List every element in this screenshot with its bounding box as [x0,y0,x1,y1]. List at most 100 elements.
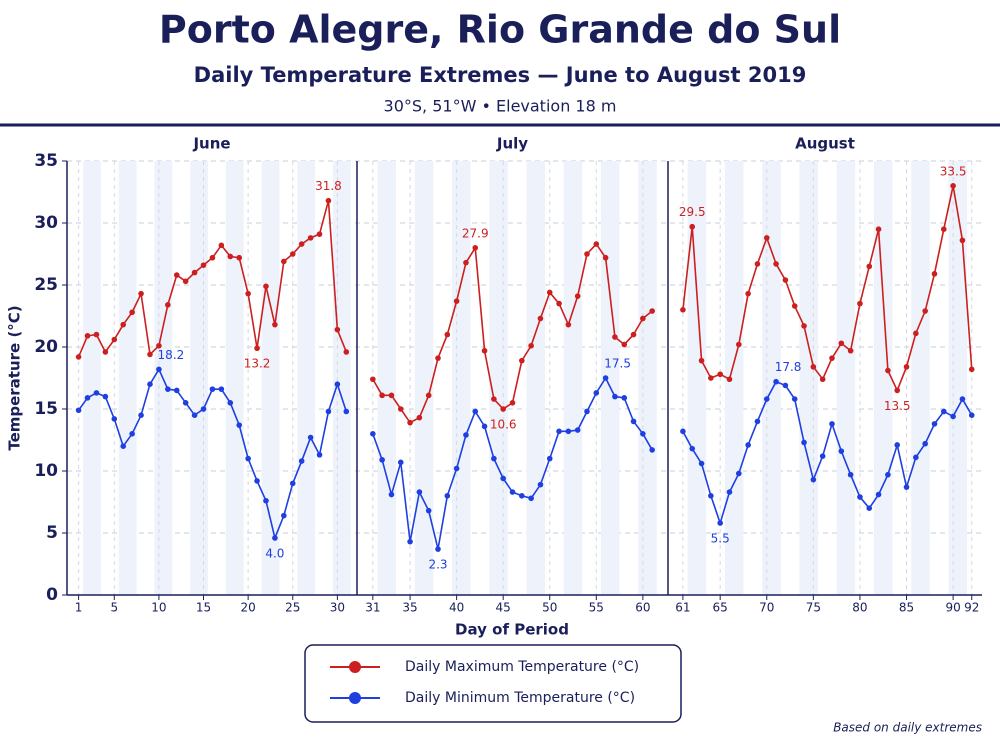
data-point [191,412,198,419]
data-point [857,300,863,307]
data-point [640,315,646,322]
data-point [388,491,395,498]
data-point [931,271,938,277]
x-tick-label: 80 [852,601,867,615]
data-point [717,520,723,526]
data-point [829,355,835,361]
x-tick-label: 92 [964,601,979,615]
data-point [950,413,956,420]
data-point [630,331,637,338]
data-point [819,453,826,459]
data-point [847,347,854,354]
data-point [165,386,171,392]
data-point [866,505,873,512]
data-point [556,428,562,435]
data-point [519,357,525,364]
data-point [500,406,506,412]
data-point [111,416,118,422]
data-point [388,392,395,399]
y-tick-label: 25 [34,275,58,295]
annotation: 29.5 [679,205,706,219]
x-tick-label: 5 [110,601,118,615]
data-point [200,262,207,268]
data-point [649,447,655,453]
data-point [885,367,891,374]
annotation: 10.6 [490,418,517,432]
data-point [281,258,287,265]
data-point [875,226,882,232]
background-stripe [724,161,744,595]
x-tick-label: 30 [330,601,345,615]
x-tick-label: 45 [496,601,511,615]
data-point [416,414,423,421]
data-point [379,457,385,463]
y-tick-label: 35 [34,151,58,171]
data-point [763,235,770,241]
data-point [649,308,655,314]
data-point [129,431,135,437]
x-tick-label: 90 [945,601,960,615]
panel-title: July [496,135,528,153]
data-point [866,263,873,270]
data-point [481,347,488,354]
data-point [745,290,751,297]
data-point [200,406,207,412]
data-point [621,395,628,401]
data-point [537,315,544,322]
data-point [537,481,544,488]
data-point [754,418,761,425]
data-point [903,484,910,490]
data-point [630,418,637,425]
data-point [875,491,882,498]
data-point [509,400,516,406]
data-point [138,290,144,297]
data-point [894,442,901,448]
data-point [444,331,451,338]
data-point [245,455,251,462]
data-point [111,336,118,343]
data-point [84,395,91,401]
legend-box [304,644,682,723]
x-tick-label: 10 [151,601,166,615]
data-point [435,355,441,361]
background-stripe [687,161,707,595]
data-point [745,442,751,448]
data-point [165,302,171,308]
data-point [463,432,469,438]
y-axis-label: Temperature (°C) [6,305,24,450]
annotation: 31.8 [315,179,342,193]
data-point [602,375,609,381]
data-point [819,376,826,383]
data-point [227,400,234,406]
data-point [528,342,534,349]
x-tick-label: 25 [285,601,300,615]
background-stripe [297,161,316,595]
background-stripe [489,161,508,595]
data-point [903,364,910,370]
data-point [959,237,966,244]
data-point [93,331,100,338]
data-point [472,408,479,415]
data-point [379,392,385,399]
annotation: 18.2 [158,348,185,362]
background-stripe [948,161,968,595]
data-point [940,408,947,415]
panel-title: August [795,135,855,153]
x-tick-label: 40 [449,601,464,615]
background-stripe [118,161,137,595]
data-point [325,197,332,204]
data-point [801,323,807,329]
data-point [726,489,733,495]
background-stripe [911,161,930,595]
data-point [370,431,376,437]
data-point [546,455,553,462]
data-point [680,307,686,313]
background-stripe [225,161,244,595]
data-point [75,354,82,360]
panel-title: June [192,135,230,153]
annotation: 5.5 [711,532,730,546]
legend-marker [349,692,361,704]
data-point [810,476,817,483]
x-tick-label: 15 [196,601,211,615]
data-point [565,321,572,328]
